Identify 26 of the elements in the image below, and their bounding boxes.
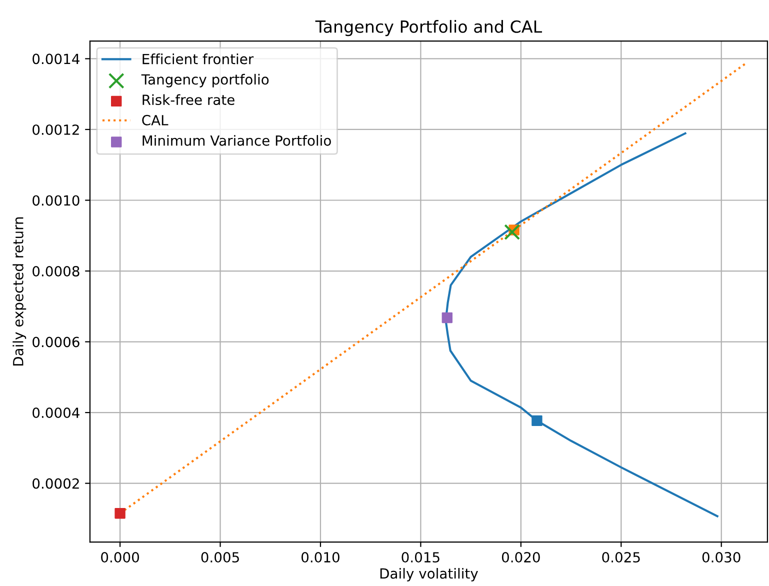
point [532,415,542,426]
point [114,508,126,519]
y-axis-title: Daily expected return [12,217,26,366]
x-tick-label: 0.030 [702,552,740,563]
x-tick-label: 0.010 [302,552,340,563]
x-tick-label: 0.000 [101,552,139,563]
y-tick-label: 0.0010 [32,195,80,206]
legend-label: CAL [142,114,168,126]
x-tick-label: 0.020 [502,552,540,563]
y-tick-label: 0.0002 [32,478,79,489]
y-tick-label: 0.0004 [32,408,80,418]
x-tick-label: 0.015 [402,552,440,563]
legend-label: Minimum Variance Portfolio [142,135,331,146]
chart-title: Tangency Portfolio and CAL [315,20,542,36]
y-tick-label: 0.0012 [32,124,79,135]
legend-label: Efficient frontier [142,54,254,64]
legend-label: Tangency portfolio [141,74,269,88]
point [442,312,453,324]
x-axis-title: Daily volatility [380,568,478,582]
point [504,224,520,240]
x-tick-label: 0.005 [201,552,239,563]
y-tick-label: 0.0014 [32,54,80,64]
y-tick-label: 0.0006 [32,336,80,348]
x-tick-label: 0.025 [602,552,640,563]
y-tick-label: 0.0008 [32,266,80,276]
legend-label: Risk-free rate [142,94,234,106]
